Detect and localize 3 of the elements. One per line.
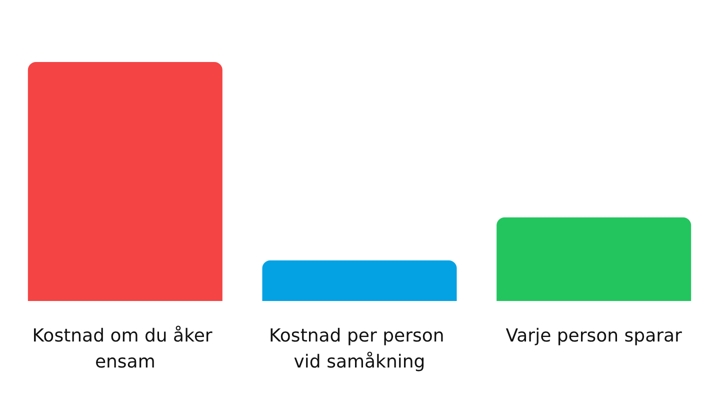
x-tick-label: Kostnad om du åker ensam	[32, 326, 218, 372]
x-tick-label: Varje person sparar	[506, 326, 683, 346]
x-tick-label: Kostnad per person vid samåkning	[269, 326, 450, 372]
